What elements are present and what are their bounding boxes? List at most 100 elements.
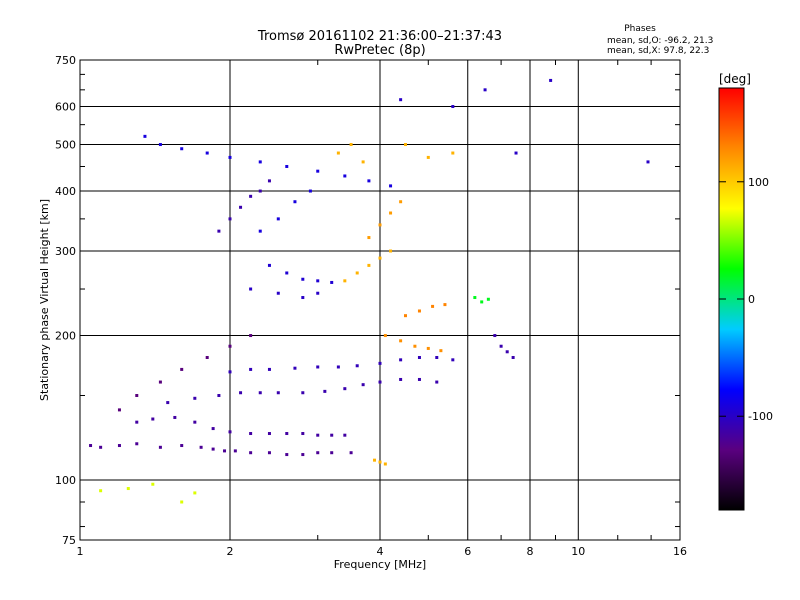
x-axis-ticks: 1 2 4 6 8 10 16 [77,60,687,558]
data-point [473,296,477,300]
data-point [233,449,237,453]
chart-subtitle: RwPretec (8p) [334,43,425,58]
data-point [378,361,382,365]
data-point [293,200,297,204]
phases-x-stats: mean, sd,X: 97.8, 22.3 [607,46,709,56]
chart-title: Tromsø 20161102 21:36:00–21:37:43 [257,29,502,44]
data-point [267,263,271,267]
data-point [435,380,439,384]
data-point [249,432,253,436]
data-point [158,143,162,147]
data-point [217,394,221,398]
data-point [267,367,271,371]
y-tick-label: 75 [62,534,76,547]
data-point [135,420,139,424]
x-tick-label: 6 [464,545,471,558]
data-point [117,408,121,412]
y-tick-label: 200 [55,330,76,343]
data-point [378,460,382,464]
data-point [399,98,403,102]
data-point [336,365,340,369]
phases-o-stats: mean, sd,O: -96.2, 21.3 [607,36,713,46]
data-point [323,389,327,393]
data-point [267,179,271,183]
data-point [301,432,305,436]
data-point [355,364,359,368]
data-point [316,365,320,369]
data-point [549,78,553,82]
data-points [89,78,650,504]
data-point [480,300,484,304]
data-point [301,453,305,457]
data-point [343,279,347,283]
data-point [249,194,253,198]
data-point [239,391,243,395]
data-point [193,420,197,424]
data-point [336,151,340,155]
data-point [399,339,403,343]
x-tick-label: 10 [571,545,585,558]
data-point [330,280,334,284]
x-axis-label: Frequency [MHz] [334,558,426,571]
data-point [151,482,155,486]
data-point [451,358,455,362]
data-point [511,355,515,359]
data-point [135,394,139,398]
data-point [361,160,365,164]
y-tick-label: 750 [55,54,76,67]
data-point [308,189,312,193]
data-point [285,271,289,275]
data-point [258,189,262,193]
data-point [403,143,407,147]
y-tick-label: 500 [55,139,76,152]
data-point [389,184,393,188]
data-point [301,296,305,300]
data-point [426,346,430,350]
data-point [193,396,197,400]
colorbar-tick-label: -100 [748,410,773,423]
data-point [417,355,421,359]
y-axis-label: Stationary phase Virtual Height [km] [38,199,51,401]
data-point [180,444,184,448]
plot-frame [79,59,681,541]
data-point [258,229,262,233]
data-point [330,433,334,437]
data-point [413,344,417,348]
data-point [389,211,393,215]
data-point [239,205,243,209]
data-point [276,391,280,395]
data-point [439,349,443,353]
data-point [99,445,103,449]
data-point [403,314,407,318]
colorbar-tick-label: 100 [748,176,769,189]
data-point [258,160,262,164]
data-point [499,344,503,348]
x-tick-label: 1 [77,545,84,558]
data-point [343,387,347,391]
colorbar-label: [deg] [719,72,751,86]
data-point [285,164,289,168]
data-point [211,447,215,451]
data-point [367,263,371,267]
data-point [135,442,139,446]
y-axis-ticks: 75 100 200 300 400 500 600 750 [55,54,680,547]
data-point [99,489,103,493]
data-point [417,309,421,313]
data-point [417,377,421,381]
data-point [158,380,162,384]
data-point [143,134,147,138]
data-point [267,432,271,436]
data-point [383,334,387,338]
data-point [343,433,347,437]
data-point [249,367,253,371]
data-point [343,174,347,178]
data-point [151,417,155,421]
data-point [349,143,353,147]
data-point [258,391,262,395]
data-point [228,344,232,348]
grid-lines [79,59,681,541]
data-point [267,451,271,455]
data-point [389,249,393,253]
